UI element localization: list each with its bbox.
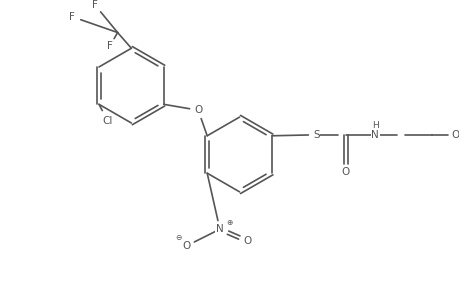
- Text: F: F: [69, 12, 75, 22]
- Text: O: O: [243, 236, 251, 246]
- Text: O: O: [451, 130, 459, 140]
- Text: Cl: Cl: [102, 116, 113, 126]
- Text: O: O: [194, 105, 202, 115]
- Text: F: F: [106, 41, 112, 51]
- Text: S: S: [312, 130, 319, 140]
- Text: O: O: [341, 167, 349, 177]
- Text: N: N: [370, 130, 378, 140]
- Text: ⊖: ⊖: [175, 232, 181, 242]
- Text: F: F: [92, 0, 98, 10]
- Text: O: O: [182, 241, 190, 251]
- Text: ⊕: ⊕: [226, 218, 232, 227]
- Text: H: H: [371, 122, 378, 130]
- Text: N: N: [216, 224, 223, 234]
